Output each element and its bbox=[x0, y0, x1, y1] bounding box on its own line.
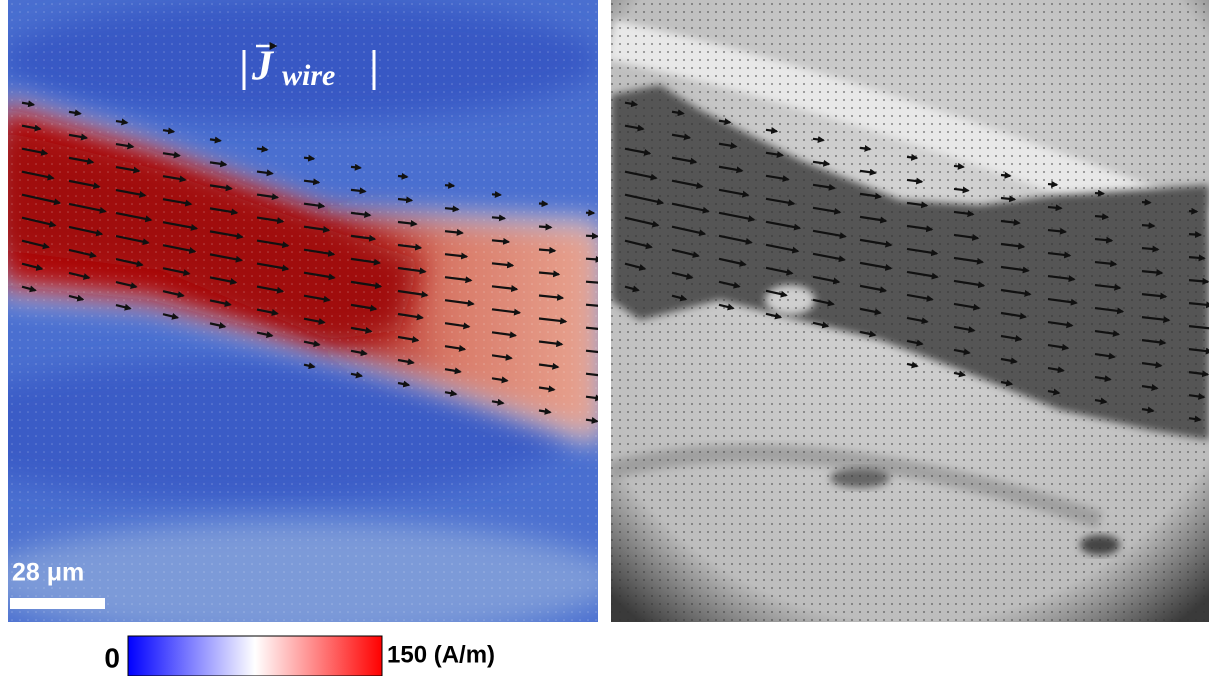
arrow bbox=[304, 158, 314, 159]
arrow bbox=[813, 139, 823, 140]
scale-bar bbox=[10, 598, 105, 609]
arrow bbox=[1048, 184, 1057, 185]
current-map bbox=[0, 0, 620, 640]
arrow bbox=[539, 227, 551, 228]
arrow bbox=[586, 236, 598, 237]
arrow bbox=[1189, 234, 1201, 235]
arrow bbox=[1142, 202, 1150, 203]
colorbar bbox=[128, 636, 382, 676]
arrow bbox=[1189, 257, 1204, 258]
arrow bbox=[766, 130, 777, 132]
arrow bbox=[492, 240, 509, 242]
arrow bbox=[1095, 193, 1104, 194]
colorbar-min-label: 0 bbox=[104, 642, 120, 673]
arrow bbox=[445, 208, 458, 209]
title-subscript: wire bbox=[282, 59, 335, 92]
arrow bbox=[1001, 198, 1015, 199]
scale-bar-label: 28 μm bbox=[12, 559, 84, 587]
arrow bbox=[586, 259, 601, 260]
arrow bbox=[257, 149, 267, 150]
arrow bbox=[1095, 216, 1108, 217]
colorbar-max-label: 150 (A/m) bbox=[387, 641, 495, 668]
arrow bbox=[492, 217, 505, 218]
arrow bbox=[163, 130, 174, 132]
arrow bbox=[1142, 248, 1158, 249]
arrow bbox=[398, 176, 407, 177]
arrow bbox=[210, 139, 220, 140]
arrow bbox=[445, 185, 454, 186]
arrow bbox=[954, 166, 964, 167]
arrow bbox=[1048, 207, 1061, 208]
optical-image bbox=[611, 0, 1209, 622]
arrow bbox=[539, 250, 555, 251]
arrow bbox=[492, 194, 501, 195]
arrow bbox=[907, 157, 917, 158]
arrow bbox=[860, 148, 870, 149]
arrow bbox=[1142, 225, 1154, 226]
figure: J wire 28 μm 0 150 (A/m) bbox=[0, 0, 1209, 676]
arrow bbox=[586, 282, 605, 284]
arrow bbox=[1001, 175, 1010, 176]
title-symbol: J bbox=[251, 44, 275, 90]
arrow bbox=[398, 199, 412, 200]
arrow bbox=[539, 204, 547, 205]
arrow bbox=[351, 167, 361, 168]
page: J wire 28 μm 0 150 (A/m) (() => { const … bbox=[0, 0, 1209, 676]
